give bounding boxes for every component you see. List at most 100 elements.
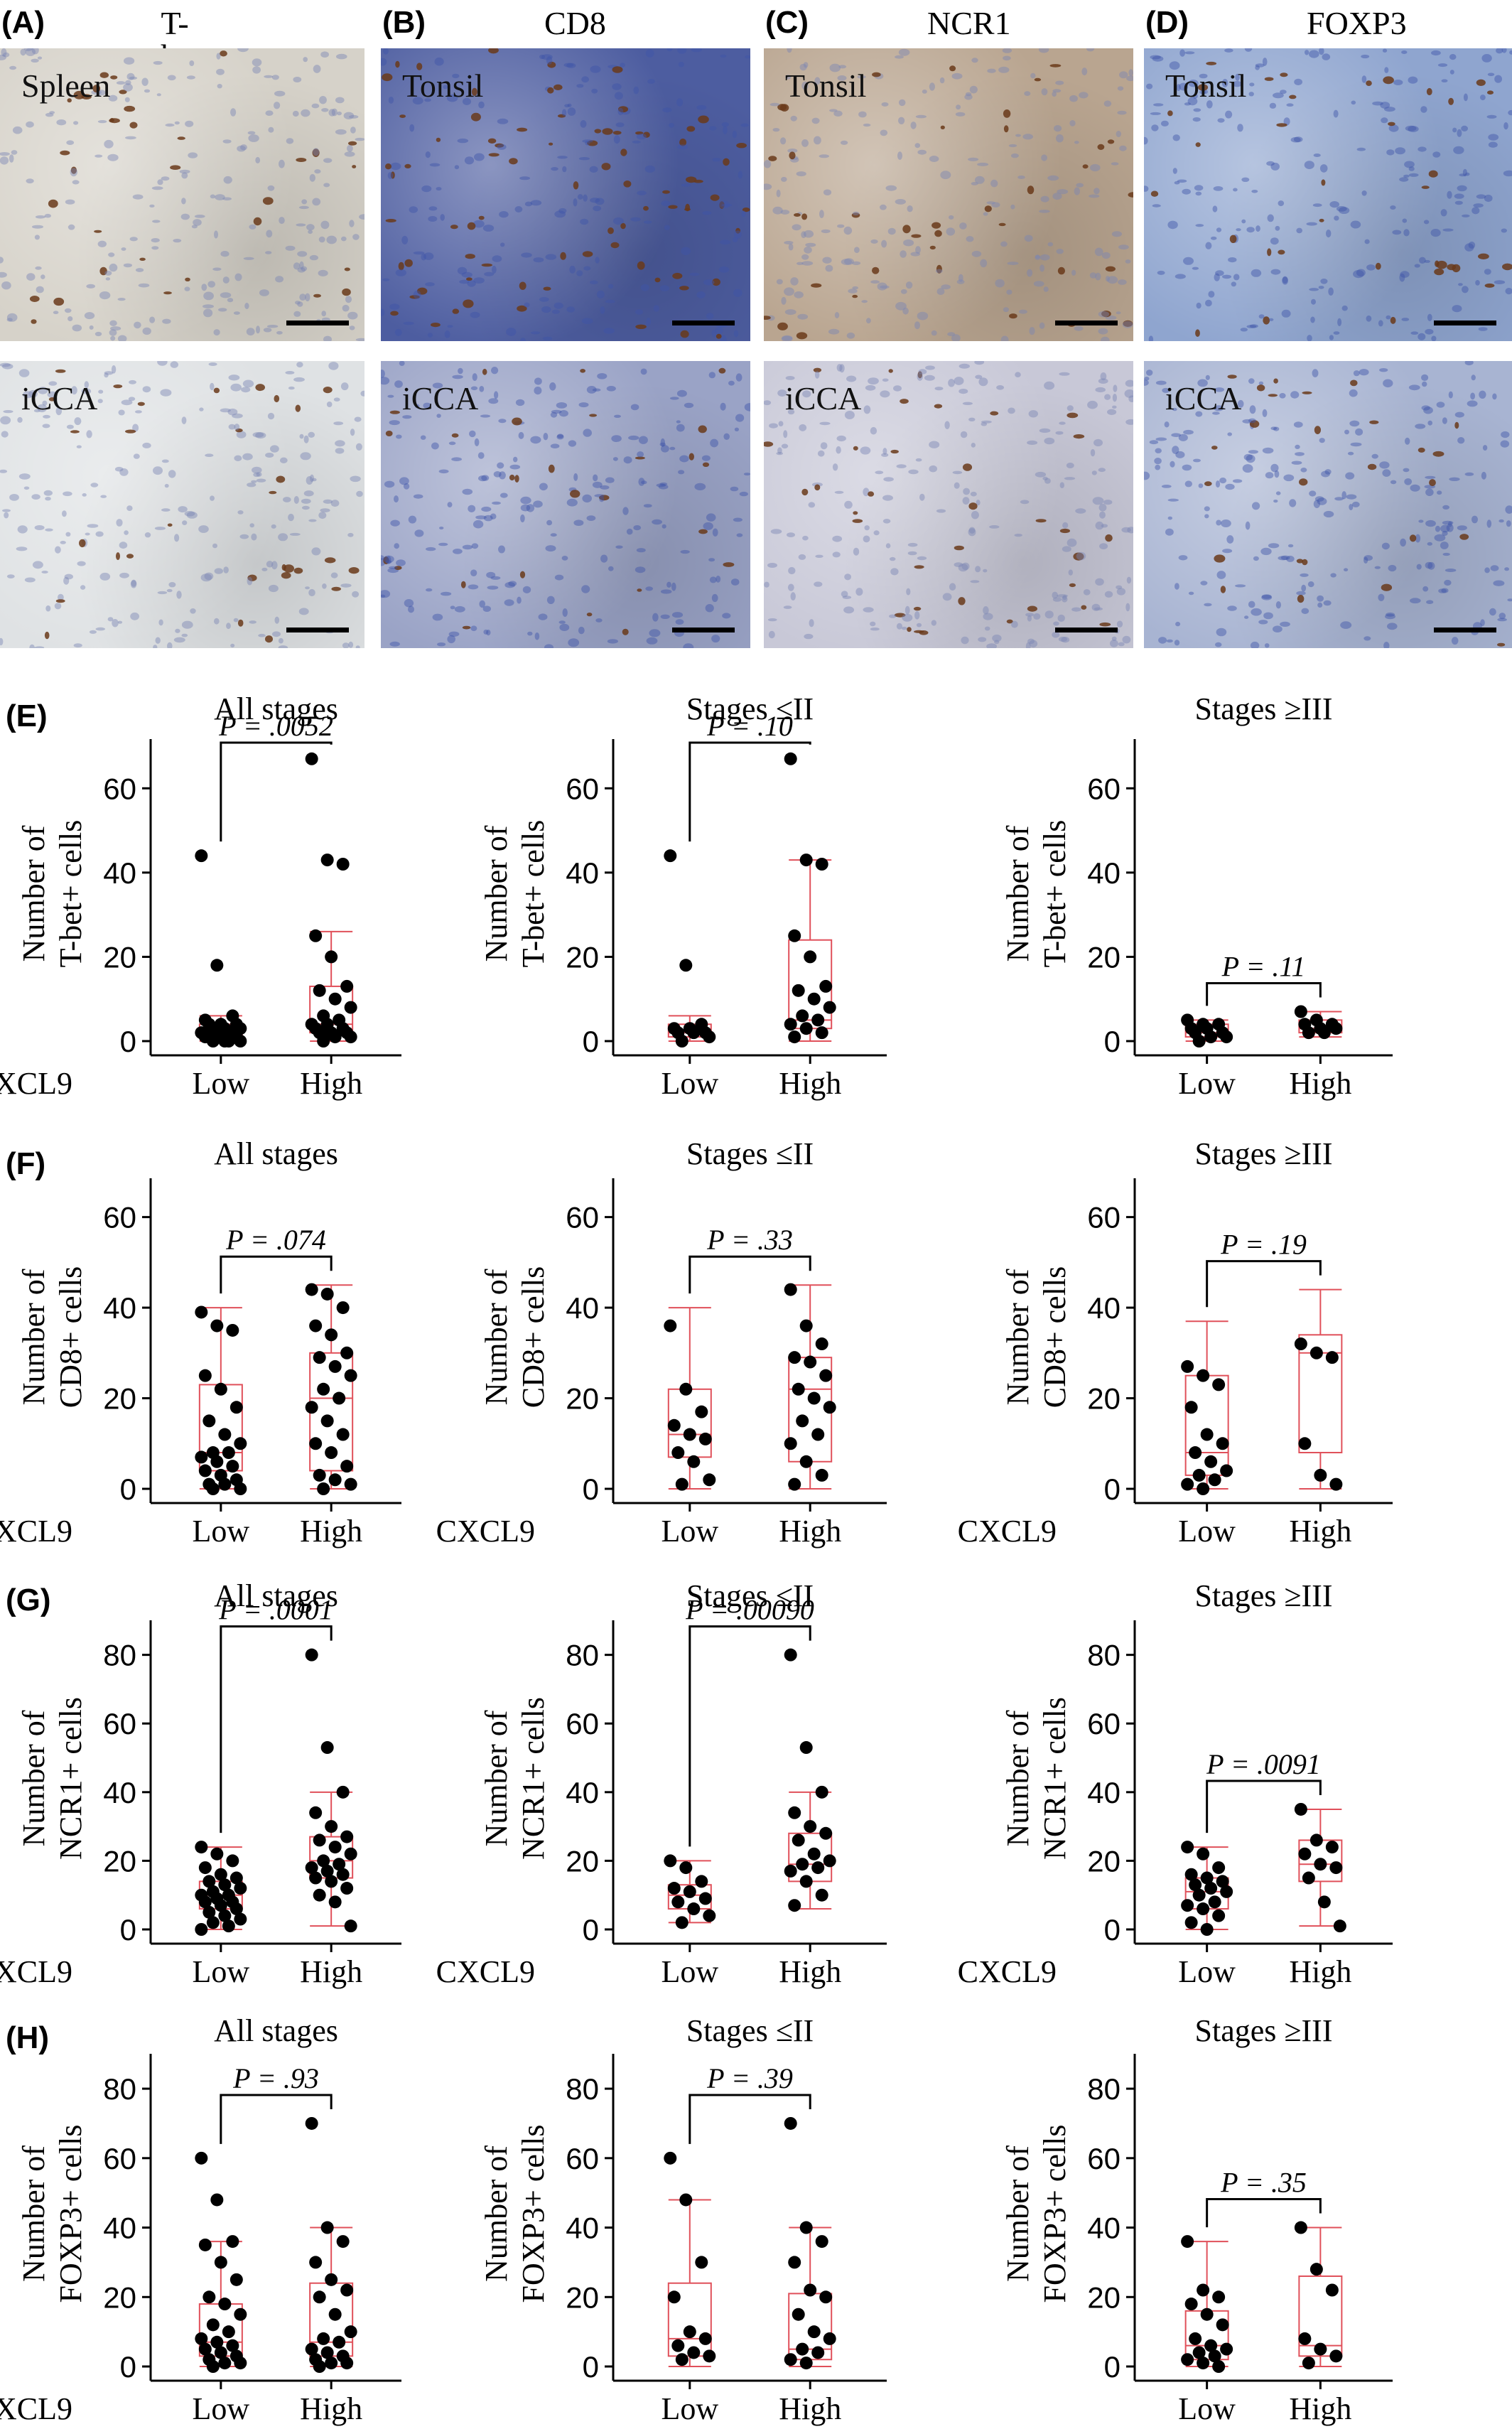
cell-nucleus <box>882 519 891 524</box>
cell-nucleus <box>230 643 235 648</box>
cell-nucleus <box>232 413 243 419</box>
cell-nucleus <box>643 504 652 508</box>
cell-nucleus <box>606 386 616 392</box>
cell-nucleus <box>917 371 922 379</box>
cell-nucleus <box>586 613 593 617</box>
cell-nucleus <box>292 110 299 117</box>
cell-nucleus <box>554 84 563 90</box>
cell-nucleus <box>1068 569 1073 576</box>
cell-nucleus <box>781 335 793 341</box>
cell-nucleus <box>702 211 712 215</box>
x-tick-label: Low <box>193 2391 250 2426</box>
cell-nucleus <box>308 588 315 597</box>
data-point <box>1333 1919 1346 1933</box>
cell-nucleus <box>1493 580 1505 586</box>
cell-nucleus <box>1505 288 1512 295</box>
cell-nucleus <box>936 509 946 513</box>
cell-nucleus <box>913 606 922 611</box>
y-tick-label: 20 <box>1087 1844 1120 1878</box>
cell-nucleus <box>1235 584 1246 588</box>
data-point <box>679 2193 693 2207</box>
cell-nucleus <box>464 156 475 165</box>
cell-nucleus <box>246 328 255 336</box>
cell-nucleus <box>1098 328 1108 335</box>
tissue-label: Tonsil <box>402 68 484 104</box>
cell-nucleus <box>239 534 249 539</box>
cell-nucleus <box>1150 55 1161 60</box>
data-point <box>1317 1026 1331 1040</box>
cell-nucleus <box>220 292 232 298</box>
cell-nucleus <box>868 491 875 497</box>
group-axis-label: CXCL9 <box>958 1514 1057 1549</box>
cell-nucleus <box>481 263 492 267</box>
cell-nucleus <box>1166 639 1173 643</box>
data-point <box>1302 2357 1315 2370</box>
cell-nucleus <box>520 514 525 523</box>
data-point <box>1200 1871 1214 1885</box>
cell-nucleus <box>468 584 479 590</box>
y-tick-label: 60 <box>566 2142 599 2175</box>
cell-nucleus <box>1262 58 1268 66</box>
cell-nucleus <box>178 506 188 513</box>
cell-nucleus <box>486 630 491 636</box>
chart-title: Stages ≤II <box>686 691 814 726</box>
cell-nucleus <box>543 286 551 291</box>
cell-nucleus <box>398 262 404 271</box>
cell-nucleus <box>55 599 65 603</box>
cell-nucleus <box>590 65 601 73</box>
cell-nucleus <box>955 112 966 117</box>
cell-nucleus <box>1306 222 1317 226</box>
cell-nucleus <box>1128 69 1133 77</box>
cell-nucleus <box>1243 453 1253 461</box>
cell-nucleus <box>836 435 846 442</box>
cell-nucleus <box>1095 578 1104 586</box>
cell-nucleus <box>1111 231 1122 237</box>
data-point <box>202 2290 216 2304</box>
cell-nucleus <box>32 561 43 569</box>
cell-nucleus <box>111 365 117 374</box>
data-point <box>195 1450 208 1464</box>
cell-nucleus <box>65 199 75 205</box>
cell-nucleus <box>1329 201 1339 208</box>
cell-nucleus <box>1311 298 1316 305</box>
cell-nucleus <box>23 486 30 490</box>
cell-nucleus <box>1364 239 1370 244</box>
cell-nucleus <box>216 53 221 60</box>
cell-nucleus <box>66 424 74 429</box>
cell-nucleus <box>213 387 220 394</box>
data-point <box>687 2346 701 2359</box>
cell-nucleus <box>491 367 499 375</box>
cell-nucleus <box>265 251 272 254</box>
cell-nucleus <box>387 172 394 179</box>
cell-nucleus <box>1202 90 1208 95</box>
cell-nucleus <box>1353 370 1360 377</box>
data-point <box>218 2298 232 2311</box>
cell-nucleus <box>1427 420 1432 426</box>
cell-nucleus <box>86 430 92 438</box>
cell-nucleus <box>289 532 301 536</box>
cell-nucleus <box>1454 411 1464 418</box>
cell-nucleus <box>348 567 360 574</box>
cell-nucleus <box>590 198 600 203</box>
cell-nucleus <box>275 276 284 283</box>
cell-nucleus <box>1378 320 1383 327</box>
cell-nucleus <box>385 560 392 564</box>
data-point <box>198 1369 212 1382</box>
y-axis-label-line: T-bet+ cells <box>516 820 551 968</box>
cell-nucleus <box>1282 276 1288 284</box>
cell-nucleus <box>836 446 841 454</box>
cell-nucleus <box>383 556 389 565</box>
cell-nucleus <box>1484 194 1493 203</box>
data-point <box>325 1820 338 1833</box>
cell-nucleus <box>118 409 125 416</box>
cell-nucleus <box>37 56 43 60</box>
cell-nucleus <box>517 127 528 132</box>
cell-nucleus <box>1258 314 1265 319</box>
cell-nucleus <box>498 419 507 424</box>
cell-nucleus <box>804 633 814 640</box>
cell-nucleus <box>409 206 418 213</box>
cell-nucleus <box>1492 393 1497 400</box>
cell-nucleus <box>500 242 505 247</box>
y-tick-label: 60 <box>566 772 599 805</box>
cell-nucleus <box>1436 402 1445 408</box>
